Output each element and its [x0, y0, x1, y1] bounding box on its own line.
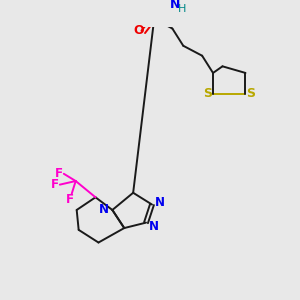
Text: F: F: [51, 178, 59, 191]
Text: N: N: [169, 0, 180, 11]
Text: N: N: [149, 220, 159, 233]
Text: N: N: [155, 196, 165, 209]
Text: F: F: [66, 193, 74, 206]
Text: S: S: [204, 87, 213, 100]
Text: S: S: [246, 87, 255, 100]
Text: N: N: [98, 203, 108, 217]
Text: H: H: [178, 4, 186, 14]
Text: F: F: [55, 167, 63, 180]
Text: O: O: [133, 24, 144, 37]
